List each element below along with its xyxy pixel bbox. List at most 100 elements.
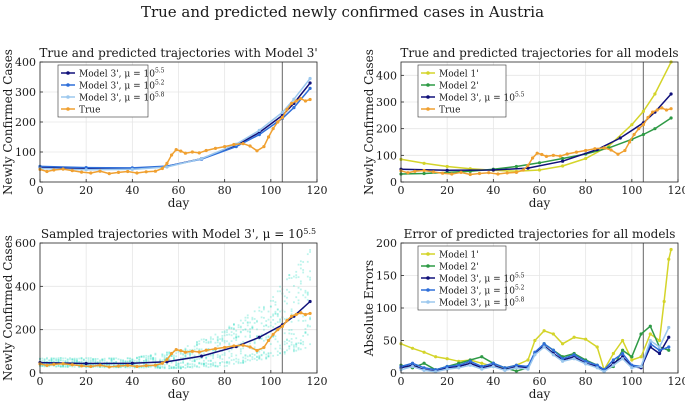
sample-point — [251, 326, 254, 329]
sample-point — [172, 356, 175, 359]
sample-point — [205, 341, 208, 344]
sample-point — [239, 361, 242, 364]
sample-point — [149, 365, 152, 368]
sample-point — [223, 341, 226, 344]
data-point — [290, 314, 294, 318]
sample-point — [258, 354, 261, 357]
sample-point — [138, 358, 141, 360]
sample-point — [159, 358, 161, 361]
sample-point — [235, 354, 238, 357]
sample-point — [242, 361, 245, 363]
sample-point — [233, 327, 235, 330]
sample-point — [209, 354, 212, 357]
sample-point — [304, 289, 307, 292]
x-tick-label: 20 — [79, 375, 93, 388]
sample-point — [69, 365, 71, 368]
sample-point — [149, 354, 152, 357]
data-point — [646, 115, 650, 120]
legend-label: Model 3', μ = 105.8 — [79, 92, 165, 104]
data-point — [480, 355, 484, 359]
sample-point — [55, 365, 58, 368]
sample-point — [288, 291, 291, 294]
sample-point — [274, 335, 277, 338]
sample-point — [76, 357, 78, 360]
sample-point — [207, 347, 210, 350]
sample-point — [276, 308, 279, 311]
sample-point — [244, 319, 247, 322]
data-point — [639, 364, 643, 369]
sample-point — [163, 357, 166, 360]
sample-point — [249, 336, 251, 339]
data-point — [560, 156, 565, 161]
sample-point — [267, 355, 270, 357]
sample-point — [274, 301, 277, 304]
sample-point — [115, 360, 118, 363]
sample-point — [172, 366, 175, 368]
sample-point — [136, 357, 138, 360]
sample-point — [156, 366, 159, 369]
sample-point — [299, 342, 302, 345]
sample-point — [62, 359, 64, 362]
sample-point — [235, 329, 238, 332]
sample-point — [200, 362, 203, 365]
data-point — [655, 108, 659, 112]
data-point — [434, 355, 438, 359]
x-axis-label: day — [529, 196, 551, 210]
data-point — [241, 142, 245, 146]
data-point — [584, 359, 588, 363]
data-point — [204, 148, 208, 153]
sample-point — [161, 359, 164, 362]
sample-point — [230, 348, 233, 351]
sample-point — [272, 326, 275, 328]
sample-point — [140, 355, 143, 358]
y-tick-label: 100 — [15, 146, 36, 159]
sample-point — [253, 342, 256, 345]
data-point — [551, 153, 555, 157]
sample-point — [293, 349, 295, 352]
sample-point — [168, 351, 171, 354]
sample-point — [177, 362, 180, 365]
sample-point — [69, 358, 71, 361]
sample-point — [297, 276, 300, 279]
sample-point — [159, 367, 161, 369]
data-point — [667, 335, 671, 339]
sample-point — [76, 360, 78, 363]
series-line — [39, 78, 311, 171]
data-point — [285, 318, 289, 323]
sample-point — [226, 364, 228, 367]
sample-point — [212, 349, 215, 352]
data-point — [595, 366, 599, 370]
sample-point — [147, 359, 150, 362]
data-point — [84, 361, 88, 366]
x-tick-label: 40 — [486, 375, 500, 388]
sample-point — [166, 351, 168, 354]
sample-point — [172, 357, 175, 360]
chart-title: Error of predicted trajectories for all … — [404, 227, 676, 241]
data-point — [551, 353, 555, 357]
y-tick-label: 300 — [376, 96, 397, 109]
sample-point — [138, 356, 141, 358]
sample-point — [175, 364, 178, 367]
series-line — [39, 97, 311, 175]
data-point — [669, 116, 673, 120]
sample-point — [152, 359, 155, 361]
sample-point — [175, 360, 178, 363]
sample-point — [110, 363, 113, 366]
data-point — [514, 363, 519, 367]
data-point — [422, 366, 426, 370]
sample-point — [152, 358, 155, 361]
sample-point — [96, 365, 99, 368]
sample-point — [41, 365, 44, 367]
sample-point — [290, 341, 293, 344]
sample-point — [189, 366, 191, 368]
sample-point — [242, 359, 245, 362]
data-point — [627, 140, 632, 144]
sample-point — [55, 365, 58, 368]
sample-point — [288, 345, 291, 348]
sample-point — [228, 326, 231, 329]
sample-point — [80, 361, 83, 364]
sample-point — [290, 332, 293, 335]
sample-point — [182, 353, 185, 356]
sample-point — [57, 360, 60, 363]
sample-point — [163, 367, 166, 370]
